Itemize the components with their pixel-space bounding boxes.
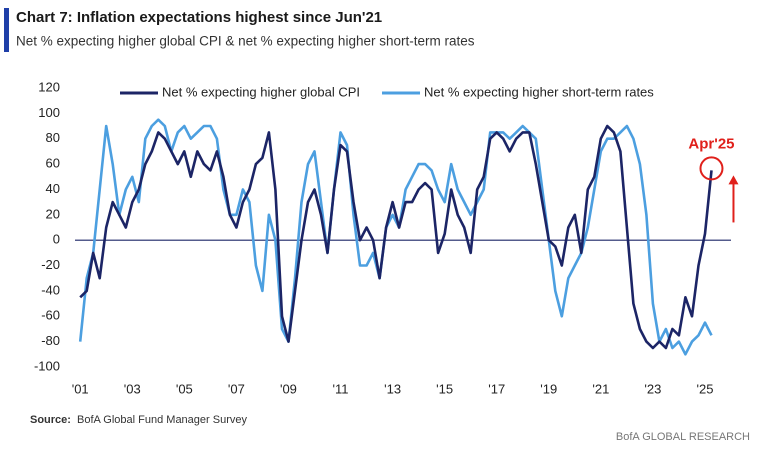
annotation-circle [699, 156, 724, 181]
series-line [79, 124, 713, 350]
x-tick-label: '19 [540, 381, 557, 396]
x-tick-label: '09 [280, 381, 297, 396]
legend-label: Net % expecting higher global CPI [162, 84, 360, 99]
annotation-arrowhead [728, 175, 739, 185]
x-tick-label: '23 [644, 381, 661, 396]
y-tick-label: -60 [41, 308, 60, 323]
legend-label: Net % expecting higher short-term rates [424, 84, 654, 99]
y-tick-label: 0 [53, 232, 60, 247]
y-tick-label: 20 [46, 206, 60, 221]
series-line [78, 118, 713, 356]
y-tick-label: 120 [38, 79, 60, 94]
x-tick-label: '13 [384, 381, 401, 396]
legend: Net % expecting higher global CPI Net % e… [120, 84, 654, 99]
source-label: Source: [30, 414, 71, 426]
title-accent [4, 8, 9, 52]
y-tick-label: -80 [41, 333, 60, 348]
chart-title: Chart 7: Inflation expectations highest … [16, 9, 382, 26]
annotation: Apr'25 [688, 135, 734, 152]
x-tick-label: '25 [696, 381, 713, 396]
y-tick-label: 40 [46, 181, 60, 196]
y-tick-label: -20 [41, 257, 60, 272]
x-tick-label: '05 [176, 381, 193, 396]
y-tick-label: 100 [38, 105, 60, 120]
x-tick-label: '15 [436, 381, 453, 396]
chart-subtitle: Net % expecting higher global CPI & net … [16, 34, 475, 49]
y-tick-label: -40 [41, 282, 60, 297]
x-tick-label: '17 [488, 381, 505, 396]
x-tick-label: '11 [333, 381, 349, 396]
x-tick-label: '21 [592, 381, 609, 396]
y-tick-label: -100 [34, 358, 60, 373]
x-tick-label: '01 [72, 381, 89, 396]
brand: BofA GLOBAL RESEARCH [616, 431, 750, 443]
y-tick-label: 60 [46, 156, 60, 171]
source: BofA Global Fund Manager Survey [77, 414, 247, 426]
x-tick-label: '03 [124, 381, 141, 396]
x-tick-label: '07 [228, 381, 245, 396]
y-tick-label: 80 [46, 130, 60, 145]
